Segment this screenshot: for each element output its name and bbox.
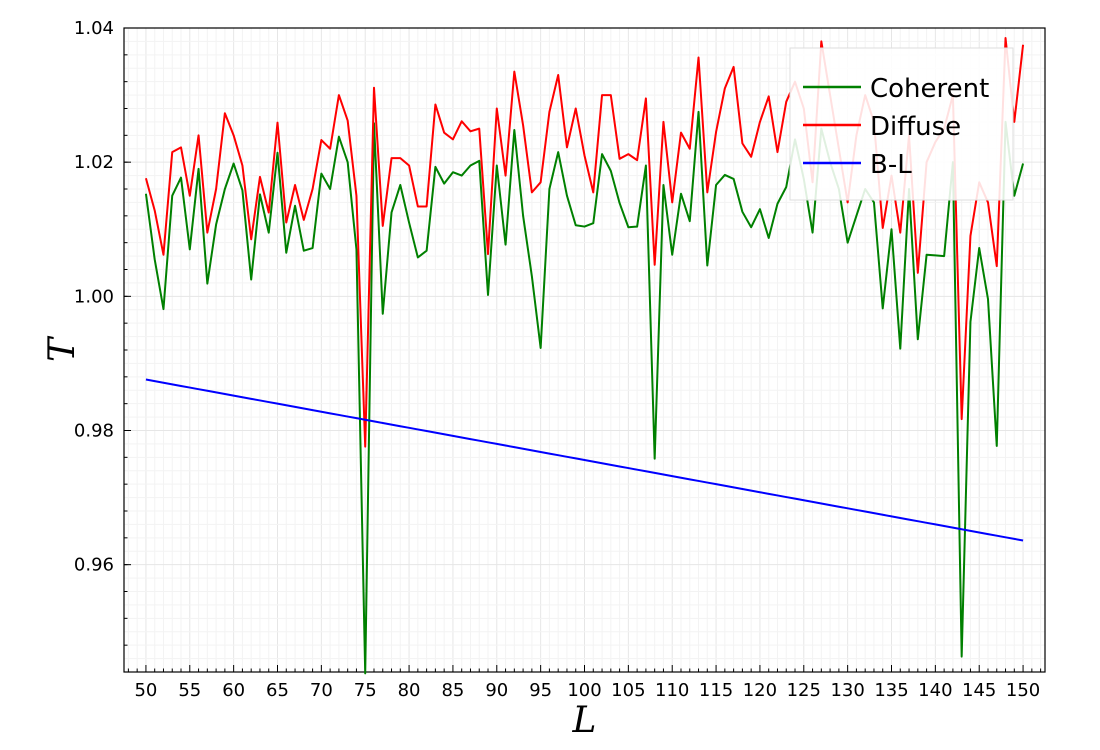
axis-ticks: 50 55 60 65 70 75 80 85 90 95 100 105 110 115 120 125 13… <box>74 18 1042 701</box>
x-tick-label: 85 <box>441 680 464 701</box>
y-tick-label: 0.98 <box>74 421 114 442</box>
x-tick-label: 110 <box>655 680 689 701</box>
x-axis-label: L <box>572 700 597 741</box>
x-tick-label: 95 <box>529 680 552 701</box>
legend-item-b-l: B-L <box>803 150 912 180</box>
series-line-coherent <box>144 110 1025 675</box>
legend-label: Coherent <box>870 74 989 104</box>
y-tick-label: 1.00 <box>74 286 114 307</box>
x-tick-label: 120 <box>743 680 777 701</box>
legend-item-coherent: Coherent <box>803 74 989 104</box>
x-tick-label: 80 <box>398 680 421 701</box>
x-tick-label: 60 <box>222 680 245 701</box>
x-tick-label: 140 <box>918 680 952 701</box>
y-tick-label: 1.02 <box>74 152 114 173</box>
legend-label: B-L <box>870 150 912 180</box>
x-tick-label: 70 <box>310 680 333 701</box>
x-tick-label: 115 <box>699 680 733 701</box>
x-tick-label: 90 <box>485 680 508 701</box>
y-tick-label: 1.04 <box>74 18 114 39</box>
x-tick-label: 130 <box>830 680 864 701</box>
legend-label: Diffuse <box>870 112 961 142</box>
x-tick-label: 105 <box>611 680 645 701</box>
series-line-b-l <box>145 378 1024 542</box>
y-axis-label: T <box>42 335 83 362</box>
x-tick-label: 145 <box>962 680 996 701</box>
x-tick-label: 65 <box>266 680 289 701</box>
x-tick-label: 100 <box>567 680 601 701</box>
x-tick-label: 135 <box>874 680 908 701</box>
legend: Coherent Diffuse B-L <box>789 47 1014 201</box>
x-tick-label: 50 <box>134 680 157 701</box>
x-tick-label: 75 <box>354 680 377 701</box>
x-tick-label: 55 <box>178 680 201 701</box>
legend-item-diffuse: Diffuse <box>803 112 961 142</box>
x-tick-label: 125 <box>787 680 821 701</box>
y-tick-label: 0.96 <box>74 555 114 576</box>
x-tick-label: 150 <box>1006 680 1040 701</box>
